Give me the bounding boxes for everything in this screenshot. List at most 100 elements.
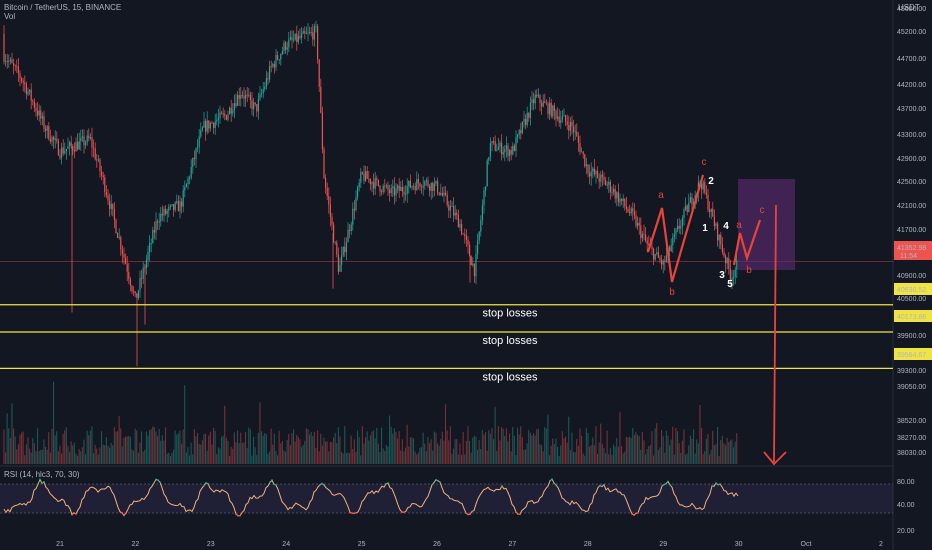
level-label-2: 40173.86 [897, 314, 926, 321]
candle-body [246, 94, 248, 96]
candle-body [173, 204, 175, 211]
candle-body [3, 33, 5, 62]
volume-bar [709, 454, 711, 464]
rsi-overbought-dot [711, 485, 713, 487]
candle-body [232, 110, 234, 114]
volume-bar [304, 440, 306, 464]
candle-body [494, 141, 496, 151]
volume-bar [550, 445, 552, 464]
volume-bar [403, 451, 405, 464]
volume-bar [697, 443, 699, 464]
volume-bar [325, 441, 327, 464]
candle-body [347, 229, 349, 243]
candle-body [285, 42, 287, 50]
volume-bar [299, 439, 301, 464]
candle-body [438, 192, 440, 195]
volume-bar [707, 433, 709, 464]
rsi-oversold-dot [235, 513, 237, 516]
volume-bar [104, 445, 106, 464]
candle-body [622, 198, 624, 202]
volume-bar [533, 433, 535, 464]
rsi-overbought-dot [553, 482, 555, 484]
volume-bar [85, 454, 87, 464]
candle-body [664, 260, 666, 262]
candle-body [336, 242, 338, 255]
rsi-overbought-dot [555, 484, 557, 486]
volume-bar [446, 430, 448, 464]
candle-body [729, 268, 731, 281]
volume-bar [617, 446, 619, 464]
candle-body [45, 128, 47, 131]
volume-bar [669, 445, 671, 464]
volume-bar [49, 452, 51, 464]
candle-body [654, 254, 656, 260]
rsi-overbought-dot [319, 483, 321, 486]
volume-bar [203, 434, 205, 464]
volume-bar [341, 452, 343, 464]
candle-body [510, 150, 512, 155]
volume-bar [174, 430, 176, 464]
volume-bar [688, 445, 690, 464]
volume-bar [734, 441, 736, 464]
stop-losses-label-2: stop losses [482, 335, 538, 347]
volume-bar [344, 426, 346, 464]
volume-bar [526, 443, 528, 464]
candle-body [454, 212, 456, 216]
volume-bar [238, 443, 240, 464]
volume-bar [235, 442, 237, 464]
volume-bar [451, 453, 453, 464]
candle-body [22, 80, 24, 83]
rsi-oversold-dot [467, 513, 469, 516]
volume-bar [267, 453, 269, 464]
volume-bar [9, 438, 11, 464]
volume-bar [307, 429, 309, 464]
current-price-label-bg [894, 241, 932, 253]
volume-bar [94, 445, 96, 464]
volume-bar [693, 429, 695, 464]
volume-bar [288, 433, 290, 464]
volume-bar [725, 445, 727, 464]
currency-label[interactable]: USDT [898, 3, 920, 12]
candle-body [169, 205, 171, 208]
level-label-3-bg [894, 348, 932, 360]
candle-body [507, 145, 509, 157]
candle-body [693, 202, 695, 205]
candle-body [120, 237, 122, 250]
rsi-overbought-dot [207, 482, 209, 485]
level-label-1: 40630.52 [897, 287, 926, 294]
volume-bar [171, 452, 173, 464]
candle-body [77, 142, 79, 150]
volume-bar [595, 426, 597, 464]
candle-body [704, 181, 706, 193]
volume-bar [123, 437, 125, 464]
candle-body [545, 103, 547, 104]
volume-bar [545, 428, 547, 464]
volume-bar [374, 438, 376, 464]
volume-bar [467, 426, 469, 464]
candle-body [365, 171, 367, 181]
candle-body [315, 26, 317, 28]
candle-body [179, 201, 181, 212]
candle-body [646, 240, 648, 244]
candle-body [297, 36, 299, 43]
volume-bar [726, 437, 728, 464]
volume-bar [102, 444, 104, 464]
volume-bar [643, 440, 645, 464]
candle-body [717, 223, 719, 241]
volume-bar [640, 449, 642, 464]
volume-bar [438, 445, 440, 464]
volume-bar [678, 443, 680, 464]
volume-bar [654, 428, 656, 464]
candle-body [393, 186, 395, 196]
candle-body [480, 220, 482, 232]
candle-body [200, 130, 202, 137]
time-tick: 30 [735, 541, 743, 548]
volume-bar [512, 427, 514, 464]
candle-body [197, 146, 199, 149]
volume-bar [637, 434, 639, 464]
volume-bar [704, 450, 706, 464]
candle-body [80, 138, 82, 142]
rsi-overbought-dot [387, 482, 389, 484]
volume-bar [53, 381, 55, 464]
